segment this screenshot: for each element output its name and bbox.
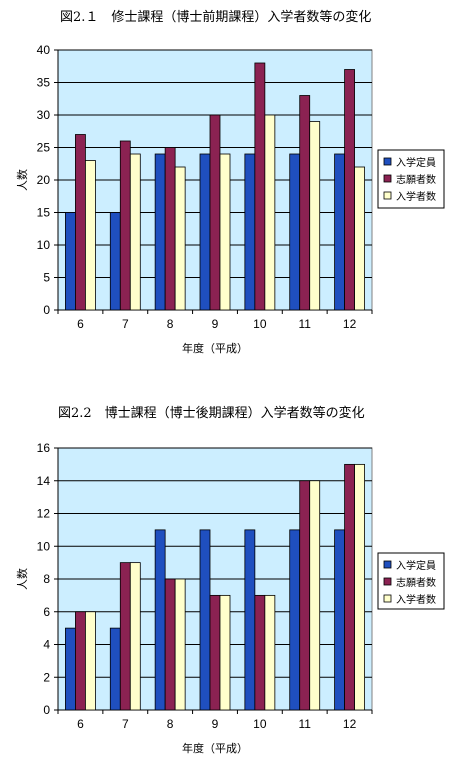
chart1-x-tick-label: 10 — [253, 317, 267, 331]
chart1-bar — [354, 166, 365, 311]
chart2-bar — [344, 463, 355, 711]
chart2-bar — [85, 611, 96, 711]
chart2-y-tick-label: 16 — [37, 441, 51, 455]
chart1-bar — [264, 114, 276, 311]
chart2-y-tick-label: 12 — [37, 507, 51, 521]
chart2-bar — [199, 529, 211, 711]
chart2-bar — [129, 562, 141, 711]
chart1-x-axis-label: 年度（平成） — [182, 341, 248, 355]
chart2-bar — [75, 611, 86, 711]
chart2-bar — [354, 463, 365, 711]
chart1-y-tick-label: 15 — [37, 206, 51, 220]
chart2-bar — [289, 529, 301, 711]
chart2-y-tick-label: 2 — [43, 670, 50, 684]
chart2-x-tick-label: 6 — [77, 717, 84, 731]
chart2-x-tick-label: 9 — [212, 717, 219, 731]
chart2-bar — [119, 562, 131, 711]
chart1-bar — [309, 121, 321, 311]
chart2-bar — [219, 594, 231, 711]
chart2-bar — [164, 578, 176, 711]
chart2-x-tick-label: 12 — [343, 717, 357, 731]
chart2-bar — [254, 594, 266, 711]
chart2-legend-label: 入学者数 — [396, 593, 436, 606]
chart1-y-tick-label: 0 — [43, 303, 50, 317]
chart1-x-tick-label: 8 — [167, 317, 174, 331]
chart2-y-tick-label: 14 — [37, 474, 51, 488]
chart2-title: 図2.2 博士課程（博士後期課程）入学者数等の変化 — [58, 406, 365, 421]
chart2-y-axis-label: 人数 — [16, 568, 29, 590]
chart1-y-tick-label: 40 — [37, 43, 51, 57]
chart1-bar — [219, 153, 231, 311]
chart2-y-tick-label: 8 — [43, 572, 50, 586]
chart1-bar — [129, 153, 141, 311]
chart1-svg: 0 5 10 15 20 25 30 35 40 6 7 8 9 10 11 12 年度（平成） 人数 入学定員志願… — [16, 43, 445, 355]
chart2-bar — [264, 594, 276, 711]
chart2-bar — [154, 529, 166, 711]
chart1-y-tick-label: 5 — [43, 271, 50, 285]
chart1-legend-swatch — [383, 191, 392, 200]
chart2-legend-swatch — [383, 594, 392, 603]
chart1-x-tick-label: 6 — [77, 317, 84, 331]
chart2-x-tick-label: 8 — [167, 717, 174, 731]
chart2-bar — [309, 480, 321, 711]
chart2-bar — [174, 578, 186, 711]
chart2-x-axis-label: 年度（平成） — [182, 741, 248, 755]
chart2-y-tick-label: 0 — [43, 703, 50, 717]
chart2-bar — [109, 627, 121, 711]
chart1-y-tick-label: 10 — [37, 238, 51, 252]
chart2-bar — [244, 529, 256, 711]
chart2-legend-label: 志願者数 — [396, 576, 436, 589]
chart2-y-tick-label: 6 — [43, 605, 50, 619]
chart1-legend-label: 入学者数 — [396, 190, 436, 203]
chart1-legend-label: 入学定員 — [396, 156, 436, 169]
chart2-bar — [299, 480, 311, 711]
chart1-legend-swatch — [383, 157, 392, 166]
chart1-x-tick-label: 9 — [212, 317, 219, 331]
chart1-legend-swatch — [383, 174, 392, 183]
chart1-bar — [85, 160, 96, 311]
chart2-bar — [209, 594, 221, 711]
chart1-y-tick-label: 25 — [37, 141, 51, 155]
chart1-legend-label: 志願者数 — [396, 173, 436, 186]
chart2-x-tick-label: 7 — [122, 717, 129, 731]
chart1-x-tick-label: 7 — [122, 317, 129, 331]
chart2-y-tick-label: 4 — [43, 638, 50, 652]
chart2-legend-label: 入学定員 — [396, 559, 436, 572]
chart1-y-axis-label: 人数 — [16, 169, 29, 191]
chart1-y-tick-label: 35 — [37, 76, 51, 90]
chart2-bar — [334, 529, 345, 711]
chart2-x-tick-label: 11 — [298, 717, 311, 731]
chart2-bar — [65, 627, 76, 711]
chart2-x-tick-label: 10 — [253, 717, 267, 731]
chart2-y-tick-label: 10 — [37, 539, 51, 553]
chart2-legend-swatch — [383, 560, 392, 569]
chart1-y-tick-label: 20 — [37, 173, 51, 187]
chart1-y-tick-label: 30 — [37, 108, 51, 122]
chart1-x-tick-label: 12 — [343, 317, 357, 331]
chart1-bar — [174, 166, 186, 311]
chart1-x-tick-label: 11 — [298, 317, 311, 331]
chart1-title: 図2.１ 修士課程（博士前期課程）入学者数等の変化 — [60, 10, 372, 25]
chart2-legend-swatch — [383, 577, 392, 586]
